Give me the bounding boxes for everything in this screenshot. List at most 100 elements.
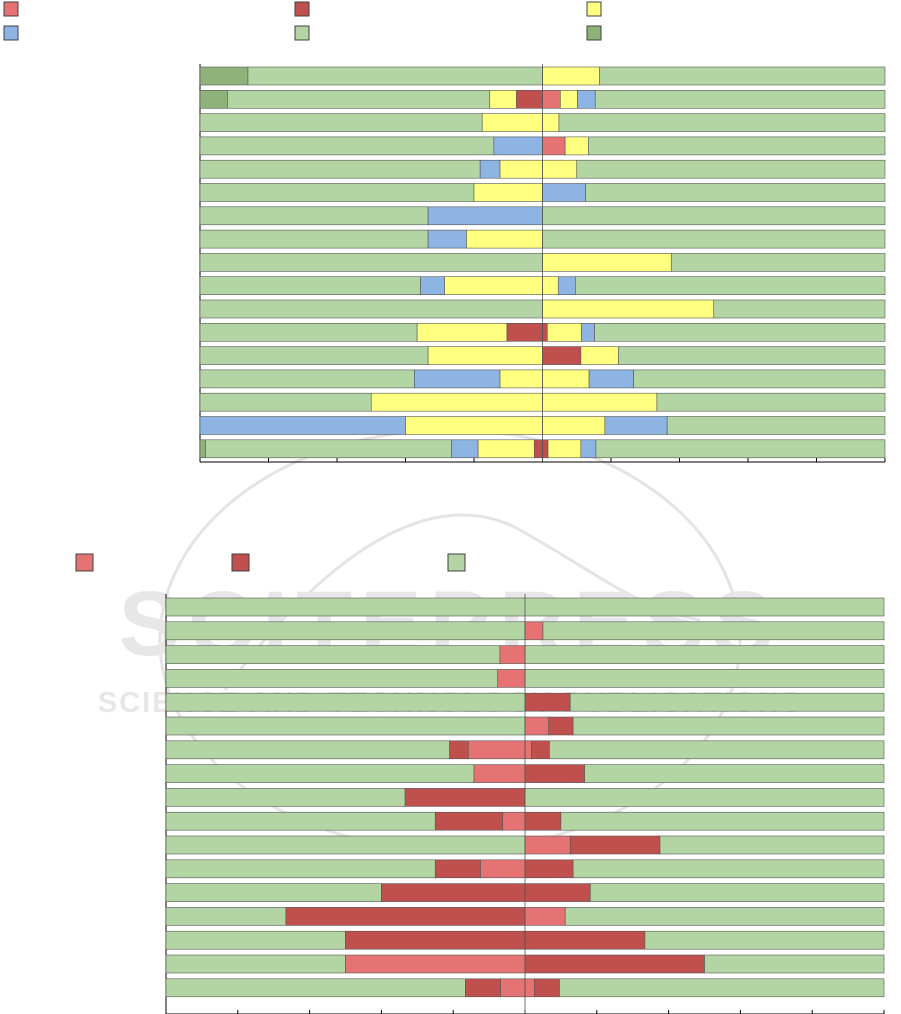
bar-row-11-segment-2 — [542, 299, 715, 319]
bar-row-16-segment-2 — [405, 416, 543, 435]
bar-row-9-segment-3 — [670, 253, 886, 272]
bar-row-5-segment-1 — [199, 159, 481, 179]
bar-row-5-segment-2 — [524, 692, 571, 712]
bar-row-10-segment-2 — [420, 276, 445, 296]
bar-row-9-segment-2 — [542, 253, 672, 272]
bar-row-5-segment-4 — [542, 159, 578, 179]
bar-row-8-segment-4 — [584, 764, 885, 783]
bar-row-17-segment-3 — [500, 978, 526, 998]
bar-row-16-segment-3 — [542, 416, 606, 435]
legend-swatch-c1 — [3, 1, 19, 17]
bar-row-14-segment-5 — [588, 369, 634, 389]
bar-row-10-segment-6 — [575, 276, 886, 296]
bar-row-4-segment-2 — [497, 669, 526, 688]
bar-row-17-segment-7 — [547, 439, 582, 459]
bar-row-16-segment-5 — [666, 416, 886, 435]
bar-row-7-segment-5 — [531, 740, 550, 760]
bar-row-10-segment-5 — [560, 811, 885, 831]
bar-row-8-segment-4 — [542, 229, 886, 249]
bar-row-1-segment-4 — [599, 66, 886, 86]
bar-row-16-segment-1 — [165, 954, 346, 974]
bar-row-14-segment-6 — [633, 369, 886, 389]
bar-row-4-segment-3 — [542, 136, 566, 156]
bar-row-12-segment-7 — [594, 322, 886, 342]
bar-row-6-segment-2 — [524, 716, 549, 736]
legend-swatch-c5 — [447, 553, 466, 572]
bar-row-8-segment-1 — [199, 229, 429, 249]
bar-row-5-segment-2 — [479, 159, 501, 179]
bar-row-17-segment-9 — [595, 439, 886, 459]
bar-row-14-segment-2 — [285, 907, 526, 926]
bar-row-15-segment-3 — [524, 930, 646, 950]
bar-row-2-segment-1 — [165, 621, 526, 641]
legend-swatch-c5 — [294, 25, 310, 41]
bar-row-7-segment-1 — [165, 740, 450, 760]
bar-row-17-segment-5 — [533, 439, 543, 459]
bar-row-13-segment-3 — [524, 883, 591, 902]
bar-row-12-segment-1 — [165, 859, 436, 879]
bar-row-14-segment-1 — [199, 369, 415, 389]
bar-row-14-segment-4 — [542, 369, 590, 389]
bar-row-16-segment-4 — [604, 416, 668, 435]
bar-row-2-segment-2 — [524, 621, 544, 641]
bar-row-10-segment-5 — [557, 276, 576, 296]
bar-row-16-segment-2 — [345, 954, 526, 974]
bar-row-10-segment-3 — [502, 811, 526, 831]
bar-row-14-segment-3 — [499, 369, 543, 389]
bar-row-10-segment-1 — [165, 811, 436, 831]
bar-row-13-segment-2 — [381, 883, 526, 902]
bar-row-7-segment-2 — [449, 740, 469, 760]
bar-row-13-segment-1 — [199, 346, 429, 365]
bar-row-15-segment-2 — [345, 930, 526, 950]
bar-row-17-segment-3 — [451, 439, 479, 459]
bar-row-17-segment-2 — [205, 439, 452, 459]
bar-row-7-segment-3 — [542, 206, 886, 226]
bar-row-17-segment-6 — [559, 978, 885, 998]
stacked-bar-chart-top — [3, 1, 886, 463]
bar-row-3-segment-3 — [542, 113, 560, 132]
bar-row-15-segment-2 — [370, 392, 543, 412]
bar-row-6-segment-2 — [473, 183, 543, 202]
bar-row-10-segment-3 — [444, 276, 543, 296]
bar-row-4-segment-3 — [524, 669, 885, 688]
bar-row-17-segment-6 — [542, 439, 549, 459]
bar-row-10-segment-2 — [434, 811, 504, 831]
legend-swatch-c3 — [586, 1, 602, 17]
bar-row-16-segment-3 — [524, 954, 705, 974]
bar-row-15-segment-1 — [165, 930, 346, 950]
bar-row-3-segment-2 — [481, 113, 543, 132]
bar-row-15-segment-1 — [199, 392, 372, 412]
bar-row-12-segment-4 — [542, 322, 548, 342]
bar-row-4-segment-5 — [588, 136, 886, 156]
bar-row-14-segment-4 — [564, 907, 885, 926]
bar-row-11-segment-1 — [199, 299, 543, 319]
bar-row-2-segment-4 — [516, 90, 543, 109]
bar-row-13-segment-5 — [618, 346, 886, 365]
bar-row-14-segment-1 — [165, 907, 287, 926]
bar-row-10-segment-4 — [542, 276, 559, 296]
bar-row-2-segment-2 — [227, 90, 491, 109]
bar-row-8-segment-2 — [473, 764, 526, 783]
bar-row-7-segment-1 — [199, 206, 429, 226]
bar-row-12-segment-6 — [581, 322, 595, 342]
bar-row-12-segment-5 — [572, 859, 885, 879]
bar-row-7-segment-4 — [524, 740, 532, 760]
bar-row-9-segment-3 — [524, 788, 885, 807]
bar-row-9-segment-1 — [199, 253, 543, 272]
bar-row-16-segment-4 — [704, 954, 885, 974]
bar-row-8-segment-2 — [427, 229, 467, 249]
bar-row-10-segment-4 — [524, 811, 562, 831]
bar-row-2-segment-7 — [577, 90, 596, 109]
bar-row-5-segment-3 — [499, 159, 543, 179]
bar-row-10-segment-1 — [199, 276, 421, 296]
legend-swatch-c1 — [75, 553, 94, 572]
bar-row-13-segment-2 — [427, 346, 543, 365]
bar-row-5-segment-5 — [576, 159, 886, 179]
bar-row-2-segment-3 — [489, 90, 517, 109]
bar-row-17-segment-1 — [165, 978, 466, 998]
bar-row-9-segment-1 — [165, 788, 406, 807]
bar-row-2-segment-3 — [542, 621, 885, 641]
bar-row-3-segment-1 — [199, 113, 483, 132]
bar-row-4-segment-2 — [493, 136, 543, 156]
